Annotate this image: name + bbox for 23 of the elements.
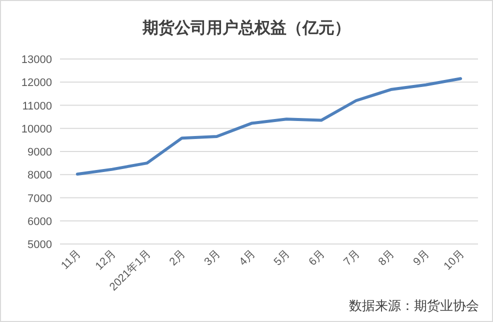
x-tick-label: 7月 — [342, 248, 362, 268]
x-tick-label: 5月 — [272, 248, 293, 268]
y-tick-label: 13000 — [21, 54, 52, 66]
chart-title: 期货公司用户总权益（亿元） — [142, 19, 350, 37]
y-tick-label: 10000 — [21, 123, 52, 136]
y-tick-label: 12000 — [21, 77, 52, 90]
x-tick-label: 2月 — [167, 248, 188, 268]
x-tick-label: 8月 — [376, 248, 398, 268]
y-tick-label: 5000 — [28, 239, 52, 251]
y-tick-label: 6000 — [28, 216, 52, 228]
source-note: 数据来源：期货业协会 — [349, 298, 479, 313]
y-tick-label: 7000 — [28, 192, 52, 205]
x-tick-label: 4月 — [237, 248, 258, 268]
x-tick-label: 9月 — [411, 248, 432, 268]
x-tick-label: 11月 — [59, 248, 84, 272]
y-tick-label: 8000 — [28, 170, 52, 182]
y-tick-label: 11000 — [22, 100, 52, 112]
x-tick-label: 10月 — [442, 248, 467, 273]
line-series — [76, 77, 462, 176]
y-tick-label: 9000 — [28, 146, 52, 158]
x-tick-label: 12月 — [93, 248, 118, 273]
x-tick-label: 6月 — [306, 248, 328, 268]
x-tick-label: 3月 — [202, 248, 223, 268]
